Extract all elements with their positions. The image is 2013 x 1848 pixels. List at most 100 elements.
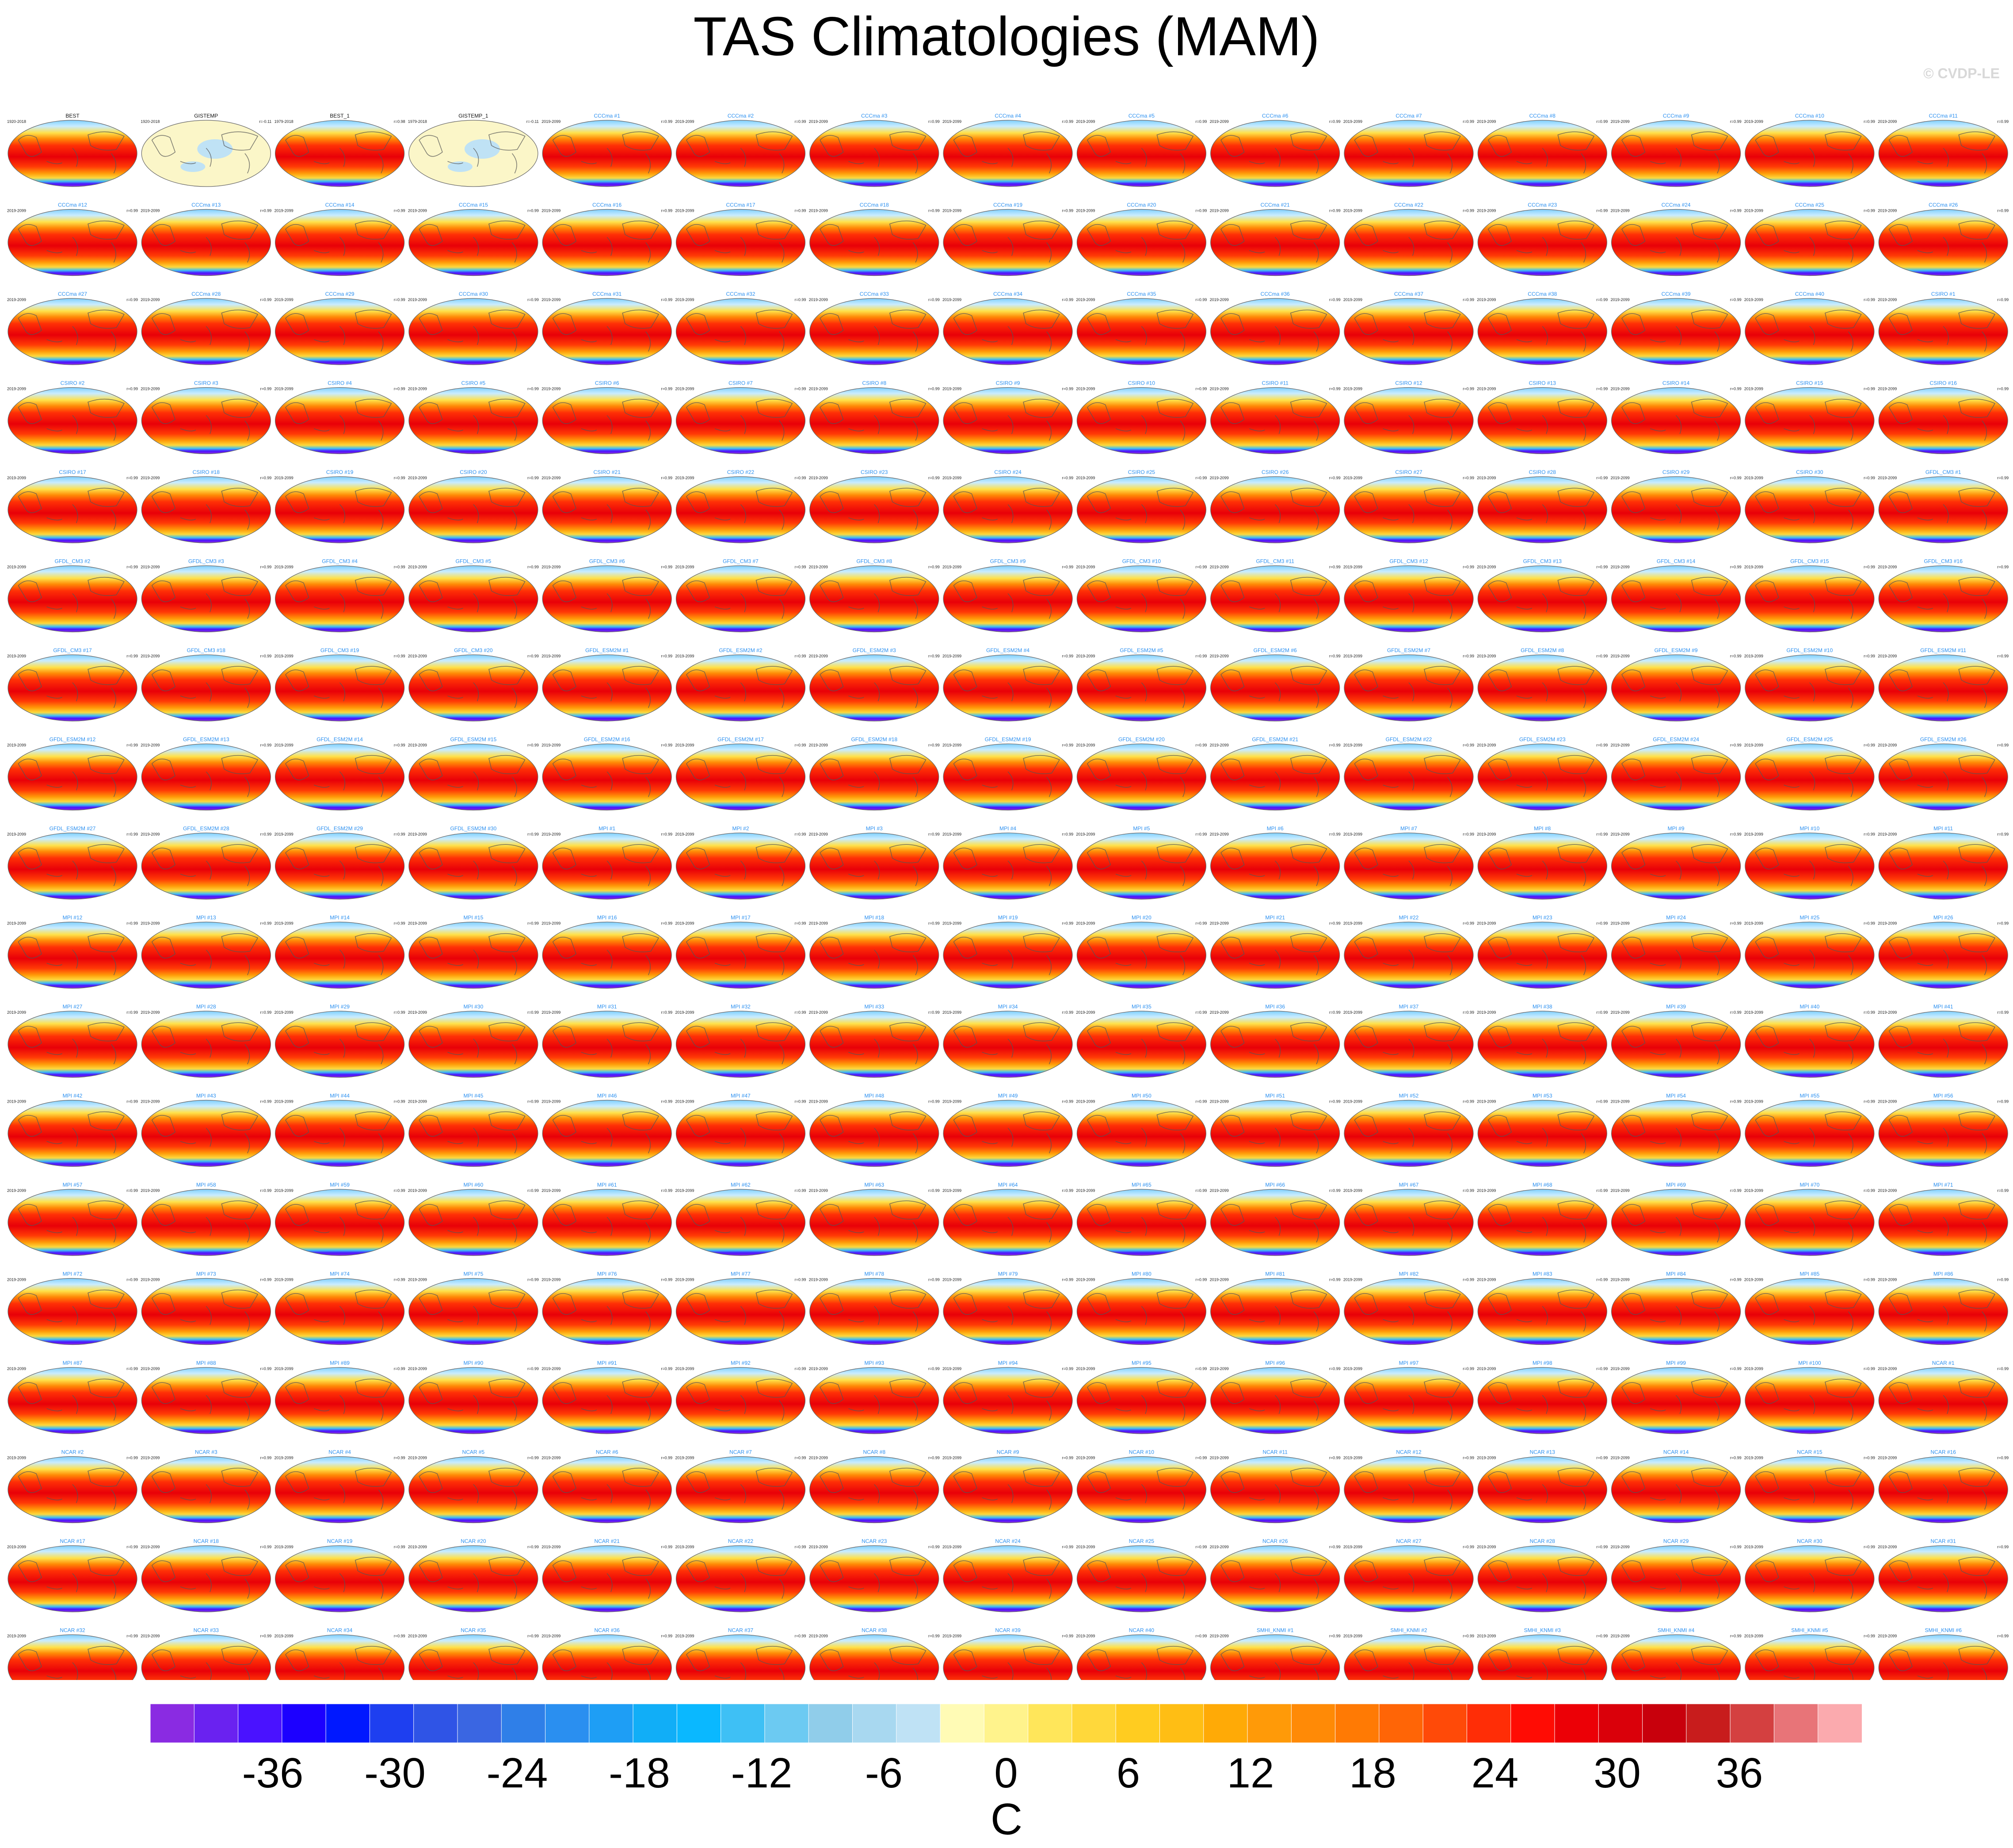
map-panel: MPI #46 2019-2099 r=0.99: [541, 1093, 672, 1167]
panel-years: 2019-2099: [1744, 1010, 1763, 1015]
panel-correlation: r=0.99: [527, 1100, 539, 1104]
panel-years: 2019-2099: [408, 654, 427, 658]
colorbar-tick-labels: -36 -30 -24 -18 -12 -6 0 6 12 18 24 30 36: [242, 1749, 1763, 1797]
panel-correlation: r=0.99: [1864, 476, 1875, 480]
panel-correlation: r=0.99: [126, 1100, 138, 1104]
panel-years: 2019-2099: [141, 387, 160, 391]
panel-title: MPI #51: [1265, 1093, 1285, 1099]
map-panel: MPI #94 2019-2099 r=0.99: [942, 1360, 1073, 1434]
map-ellipse: [675, 1100, 806, 1167]
ocean-patch: [180, 161, 206, 172]
panel-years: 2019-2099: [942, 1545, 961, 1549]
panel-years: 2019-2099: [1076, 921, 1095, 926]
panel-correlation: r=0.99: [394, 565, 405, 569]
map-panel: MPI #45 2019-2099 r=0.99: [408, 1093, 539, 1167]
panel-years: 2019-2099: [1477, 921, 1496, 926]
map-ellipse: [408, 1011, 538, 1078]
map-panel: MPI #48 2019-2099 r=0.99: [809, 1093, 940, 1167]
map-ellipse: [809, 1278, 939, 1345]
map-ellipse: [1344, 1545, 1474, 1612]
panel-title: MPI #86: [1933, 1271, 1953, 1277]
panel-title: GFDL_CM3 #20: [454, 647, 493, 653]
map-panel: MPI #51 2019-2099 r=0.99: [1210, 1093, 1341, 1167]
map-ellipse: [542, 1189, 672, 1256]
panel-correlation: r=0.99: [1329, 832, 1341, 836]
map-panel: MPI #90 2019-2099 r=0.99: [408, 1360, 539, 1434]
panel-correlation: r=0.99: [1864, 654, 1875, 658]
panel-years: 2019-2099: [7, 298, 26, 302]
panel-correlation: r=0.99: [527, 387, 539, 391]
panel-correlation: r=0.99: [1864, 387, 1875, 391]
panel-years: 2019-2099: [1076, 832, 1095, 836]
map-panel: MPI #97 2019-2099 r=0.99: [1343, 1360, 1474, 1434]
colorbar-tick-label: -12: [731, 1749, 793, 1797]
panel-correlation: r=0.99: [1597, 921, 1608, 926]
panel-correlation: r=0.99: [1997, 1545, 2009, 1549]
map-ellipse: [274, 1100, 405, 1167]
panel-correlation: r=0.99: [928, 565, 940, 569]
ocean-patch: [464, 139, 500, 159]
panel-title: CSIRO #20: [460, 469, 487, 475]
panel-correlation: r=0.99: [1329, 209, 1341, 213]
panel-correlation: r=0.99: [260, 209, 272, 213]
panel-title: MPI #45: [464, 1093, 484, 1099]
panel-correlation: r=0.99: [928, 119, 940, 124]
panel-title: MPI #1: [599, 825, 615, 832]
panel-title: MPI #60: [464, 1182, 484, 1188]
colorbar: -36 -30 -24 -18 -12 -6 0 6 12 18 24 30 36: [150, 1703, 1862, 1797]
panel-correlation: r=0.99: [661, 476, 672, 480]
panel-title: CSIRO #14: [1662, 380, 1690, 386]
map-ellipse: [675, 120, 806, 187]
map-ellipse: [8, 743, 137, 811]
panel-correlation: r=0.99: [1329, 1634, 1341, 1638]
panel-years: 2019-2099: [1744, 387, 1763, 391]
map-panel: NCAR #38 2019-2099 r=0.99: [809, 1627, 940, 1680]
map-panel: CSIRO #2 2019-2099 r=0.99: [7, 380, 138, 454]
map-ellipse: [1344, 1634, 1474, 1680]
panel-title: CCCma #19: [993, 202, 1022, 208]
map-panel: CSIRO #9 2019-2099 r=0.99: [942, 380, 1073, 454]
colorbar-box: [501, 1703, 546, 1743]
map-panel: GISTEMP 1920-2018 r=-0.11: [141, 113, 271, 187]
panel-correlation: r=0.99: [527, 1545, 539, 1549]
map-panel: CSIRO #1 2019-2099 r=0.99: [1878, 291, 2009, 365]
panel-title: CCCma #5: [1128, 113, 1155, 119]
map-panel: MPI #32 2019-2099 r=0.99: [675, 1004, 806, 1078]
panel-correlation: r=0.99: [260, 654, 272, 658]
map-panel: NCAR #18 2019-2099 r=0.99: [141, 1538, 271, 1612]
panel-years: 2019-2099: [141, 298, 160, 302]
map-ellipse: [8, 565, 137, 633]
panel-correlation: r=0.99: [394, 387, 405, 391]
panel-correlation: r=0.99: [126, 654, 138, 658]
panel-years: 2019-2099: [1210, 119, 1229, 124]
panel-title: MPI #40: [1800, 1004, 1820, 1010]
map-panel: GFDL_CM3 #13 2019-2099 r=0.99: [1477, 558, 1608, 633]
map-panel: SMHI_KNMI #3 2019-2099 r=0.99: [1477, 1627, 1608, 1680]
panel-correlation: r=0.99: [928, 743, 940, 748]
panel-title: CCCma #29: [325, 291, 355, 297]
map-panel: MPI #6 2019-2099 r=0.99: [1210, 825, 1341, 900]
panel-years: 2019-2099: [141, 743, 160, 748]
map-ellipse: [542, 921, 672, 989]
map-panel: GFDL_ESM2M #4 2019-2099 r=0.99: [942, 647, 1073, 722]
panel-title: NCAR #38: [862, 1627, 887, 1634]
panel-years: 2019-2099: [1744, 1545, 1763, 1549]
map-ellipse: [1210, 1545, 1340, 1612]
panel-years: 2019-2099: [1343, 1634, 1362, 1638]
map-ellipse: [8, 1367, 137, 1434]
map-ellipse: [1745, 1189, 1875, 1256]
panel-years: 2019-2099: [274, 476, 294, 480]
map-ellipse: [1076, 387, 1206, 454]
map-panel: CCCma #3 2019-2099 r=0.99: [809, 113, 940, 187]
panel-title: MPI #28: [196, 1004, 216, 1010]
map-ellipse: [1611, 654, 1741, 722]
map-ellipse: [1076, 1634, 1206, 1680]
panel-title: MPI #59: [330, 1182, 350, 1188]
map-ellipse: [1878, 120, 2008, 187]
panel-years: 2019-2099: [675, 387, 694, 391]
panel-years: 2019-2099: [1210, 1545, 1229, 1549]
panel-correlation: r=0.99: [1864, 921, 1875, 926]
map-ellipse: [809, 1189, 939, 1256]
panel-years: 2019-2099: [541, 1545, 560, 1549]
